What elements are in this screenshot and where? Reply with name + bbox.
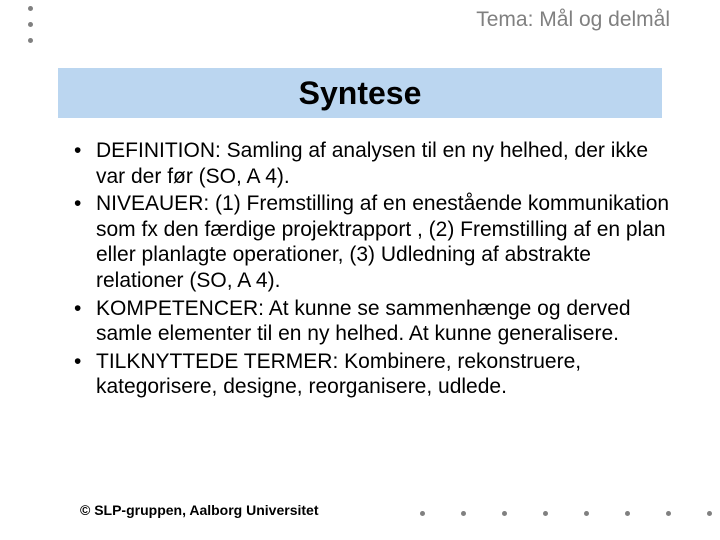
dot-icon (666, 511, 671, 516)
list-item: DEFINITION: Samling af analysen til en n… (70, 138, 670, 189)
decorative-dots-top-left (28, 6, 33, 43)
dot-icon (543, 511, 548, 516)
footer-copyright: © SLP-gruppen, Aalborg Universitet (80, 502, 319, 518)
dot-icon (625, 511, 630, 516)
list-item: TILKNYTTEDE TERMER: Kombinere, rekonstru… (70, 349, 670, 400)
title-bar: Syntese (58, 68, 662, 118)
content-area: DEFINITION: Samling af analysen til en n… (70, 138, 670, 402)
dot-icon (461, 511, 466, 516)
slide: Tema: Mål og delmål Syntese DEFINITION: … (0, 0, 720, 540)
decorative-dots-bottom-right (420, 511, 712, 516)
dot-icon (28, 22, 33, 27)
header-theme-label: Tema: Mål og delmål (476, 8, 670, 32)
dot-icon (28, 6, 33, 11)
bullet-list: DEFINITION: Samling af analysen til en n… (70, 138, 670, 400)
dot-icon (420, 511, 425, 516)
dot-icon (28, 38, 33, 43)
dot-icon (707, 511, 712, 516)
list-item: NIVEAUER: (1) Fremstilling af en eneståe… (70, 191, 670, 293)
list-item: KOMPETENCER: At kunne se sammenhænge og … (70, 296, 670, 347)
dot-icon (502, 511, 507, 516)
slide-title: Syntese (299, 75, 422, 112)
dot-icon (584, 511, 589, 516)
